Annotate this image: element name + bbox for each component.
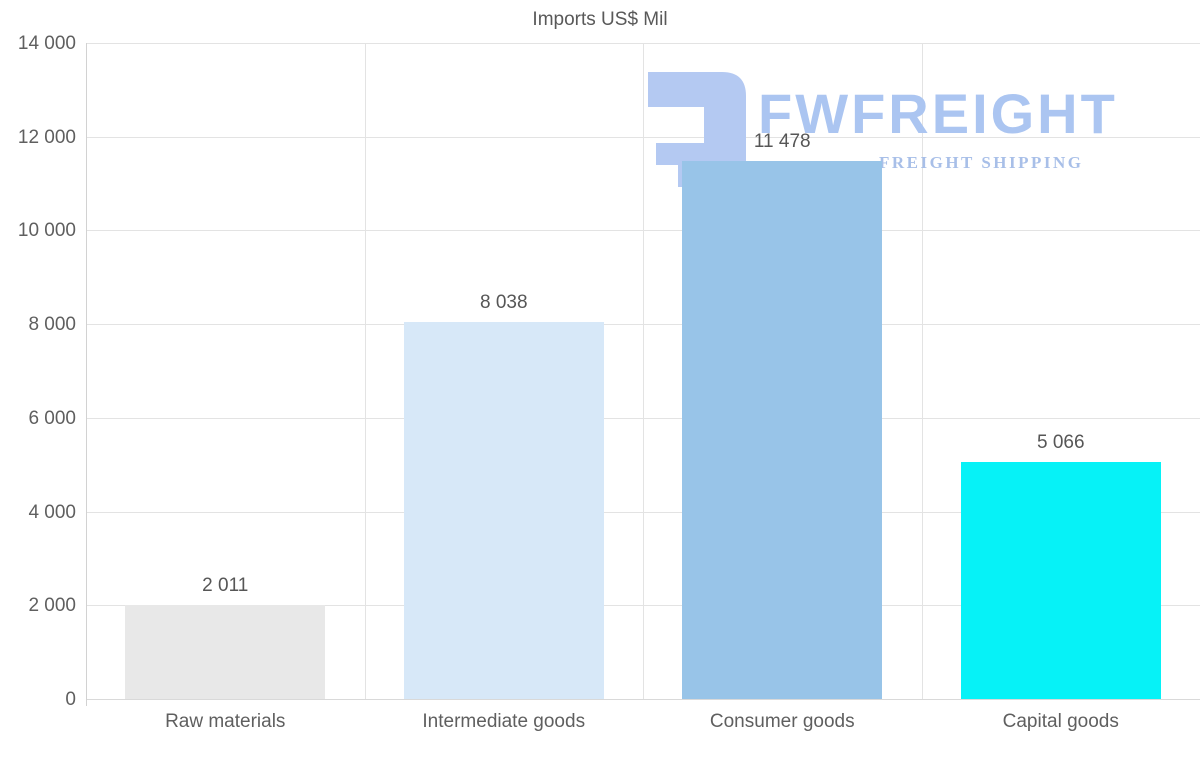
gridline-x-1 (364, 43, 366, 699)
x-axis-label-raw-materials: Raw materials (165, 711, 286, 732)
value-label-capital-goods: 5 066 (1036, 431, 1085, 453)
y-axis-tick-label: 2 000 (28, 595, 76, 617)
x-axis-label-capital-goods: Capital goods (1002, 711, 1119, 732)
value-label-consumer-goods: 11 478 (753, 131, 811, 153)
chart-title: Imports US$ Mil (532, 9, 668, 30)
bar-capital-goods[interactable] (960, 461, 1161, 699)
gridline-x-3 (921, 43, 923, 699)
y-axis-tick-label: 14 000 (17, 33, 76, 54)
y-axis-tick-label: 0 (65, 689, 76, 710)
gridline-y-0 (86, 699, 1200, 700)
y-axis-tick-label: 4 000 (28, 501, 76, 523)
gridline-x-2 (643, 43, 644, 699)
y-axis-tick-label: 12 000 (17, 126, 76, 148)
value-label-raw-materials: 2 011 (202, 574, 249, 596)
y-axis-tick-label: 6 000 (28, 407, 76, 429)
watermark-tagline-text: FREIGHT SHIPPING (879, 153, 1084, 172)
bar-intermediate-goods[interactable] (403, 322, 604, 699)
bar-raw-materials[interactable] (125, 604, 326, 699)
watermark-brand-text: FWFREIGHT (758, 82, 1118, 145)
y-axis-tick-label: 8 000 (28, 314, 76, 336)
bar-consumer-goods[interactable] (682, 161, 883, 699)
x-axis-label-intermediate-goods: Intermediate goods (422, 711, 586, 732)
y-axis-tick-label: 10 000 (17, 220, 76, 242)
fwfreight-logo-icon (648, 72, 746, 187)
y-axis-line (86, 43, 87, 706)
value-label-intermediate-goods: 8 038 (479, 292, 528, 314)
x-axis-label-consumer-goods: Consumer goods (709, 711, 855, 732)
